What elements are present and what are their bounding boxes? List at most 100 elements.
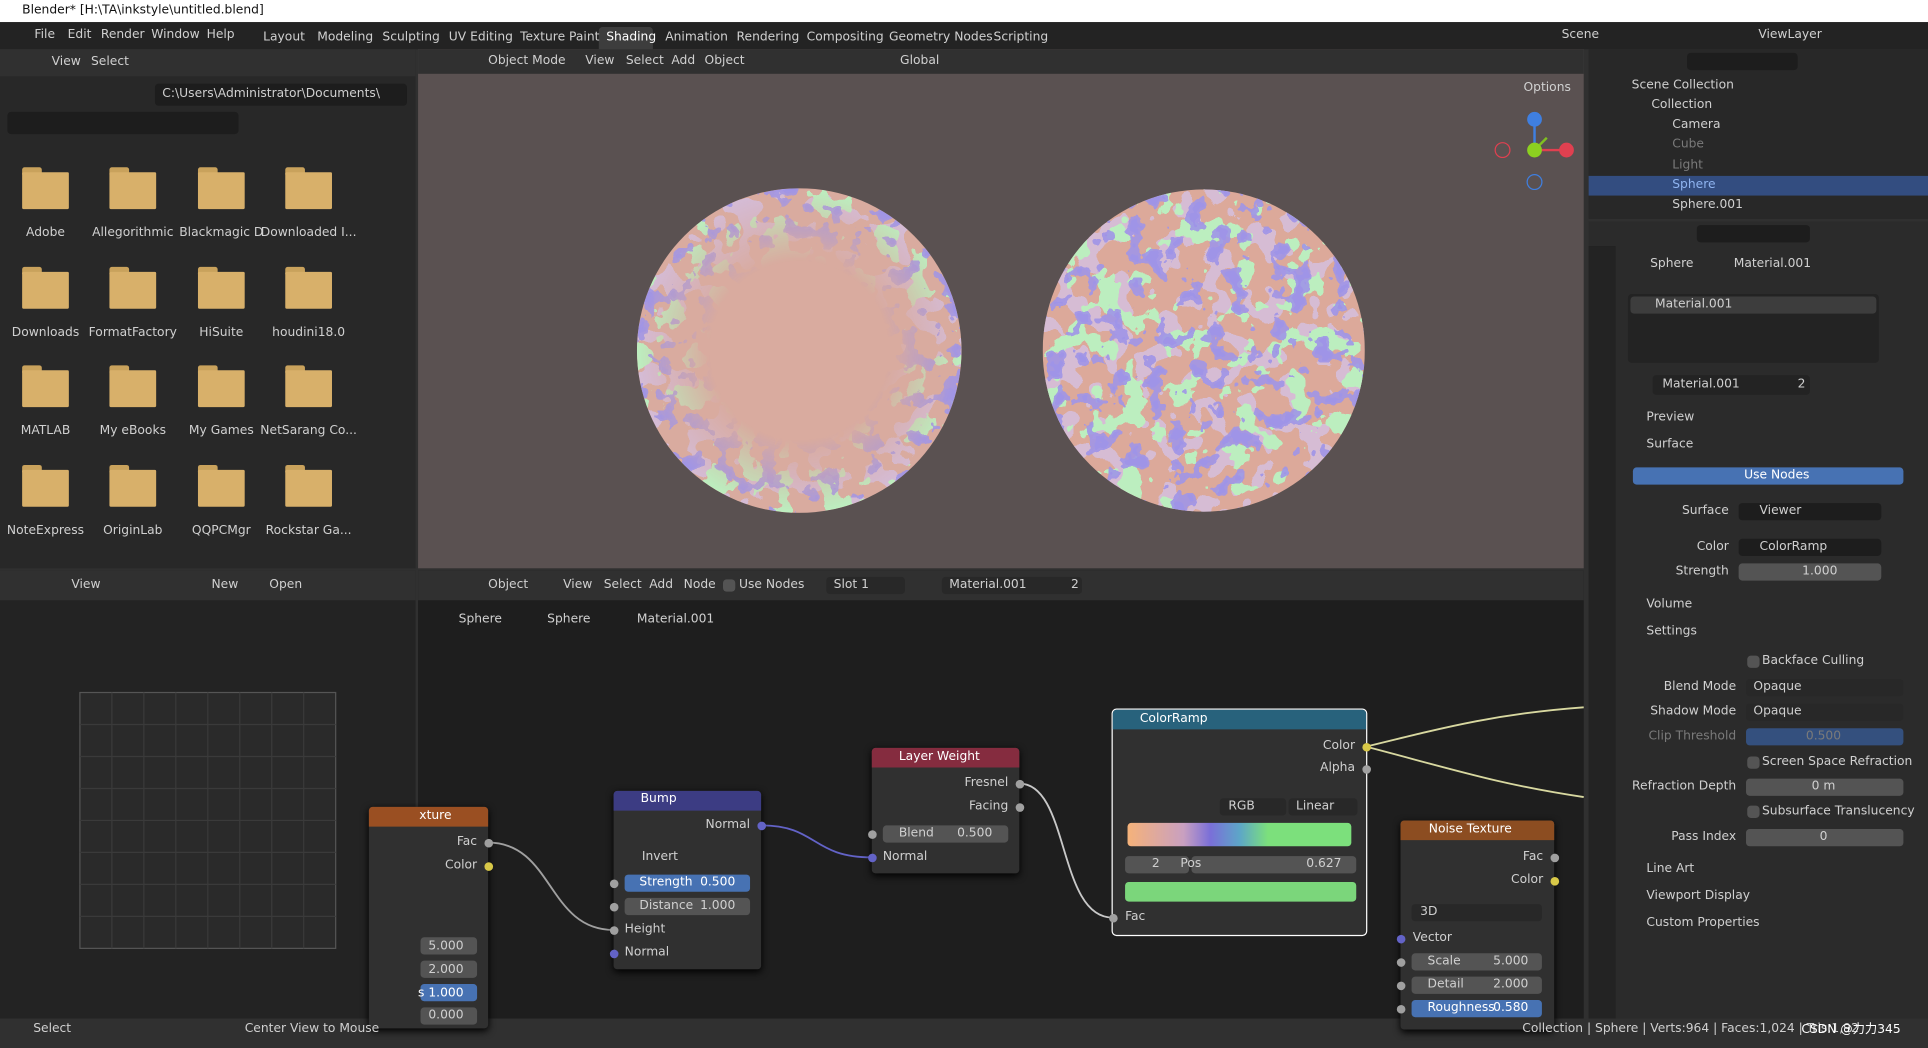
label[interactable]: Shading <box>606 30 657 45</box>
label: Screen Space Refraction <box>1762 755 1913 769</box>
field <box>154 83 407 106</box>
field <box>1738 538 1882 556</box>
label[interactable]: View <box>51 55 81 69</box>
socket <box>1396 1004 1406 1014</box>
label[interactable]: Viewport Display <box>1646 889 1751 903</box>
label[interactable]: Animation <box>665 30 728 45</box>
folder-icon <box>22 370 69 408</box>
label[interactable]: Select <box>625 54 664 68</box>
label: Material.001 <box>636 612 715 627</box>
label[interactable]: Sculpting <box>382 30 440 45</box>
folder-name[interactable]: Allegorithmic <box>92 226 174 240</box>
folder-icon <box>22 167 42 175</box>
label[interactable]: Preview <box>1646 410 1695 425</box>
field <box>1652 375 1810 395</box>
folder-name[interactable]: My eBooks <box>99 424 166 438</box>
checkbox <box>1747 805 1760 818</box>
label[interactable]: Render <box>100 28 145 42</box>
label[interactable]: Help <box>206 28 235 42</box>
label: 2 <box>1070 578 1079 592</box>
label[interactable]: Add <box>671 54 696 68</box>
label[interactable]: Rendering <box>736 30 800 45</box>
label[interactable]: View <box>563 578 593 592</box>
path <box>79 692 336 949</box>
folder-name[interactable]: Blackmagic D <box>179 226 264 240</box>
folder-icon <box>285 271 332 309</box>
folder-name[interactable]: NetSarang Co... <box>260 424 357 438</box>
label: Material.001 <box>949 578 1027 592</box>
folder-name[interactable]: NoteExpress <box>6 524 85 538</box>
folder-name[interactable]: Downloaded I... <box>260 226 357 240</box>
label[interactable]: Scripting <box>993 30 1049 45</box>
label: 0.500 <box>1805 729 1842 743</box>
label[interactable]: Custom Properties <box>1646 916 1760 930</box>
label: 0 m <box>1811 779 1836 794</box>
field <box>420 984 478 1002</box>
circle <box>1526 174 1543 191</box>
folder-name[interactable]: houdini18.0 <box>272 325 346 340</box>
label[interactable]: Select <box>90 55 129 69</box>
field <box>420 937 478 955</box>
label: Sphere <box>458 612 502 627</box>
label: Slot 1 <box>833 578 869 592</box>
label: 1.000 <box>700 899 736 913</box>
label: Detail <box>1427 977 1464 992</box>
folder-name[interactable]: FormatFactory <box>88 325 177 340</box>
label[interactable]: Modeling <box>317 30 374 45</box>
folder-name[interactable]: Rockstar Ga... <box>265 524 352 538</box>
label[interactable]: Light <box>1672 158 1703 173</box>
label[interactable]: View <box>71 578 101 592</box>
label[interactable]: Add <box>649 578 674 592</box>
folder-icon <box>285 469 332 507</box>
label[interactable]: Volume <box>1646 597 1693 612</box>
folder-name[interactable]: MATLAB <box>20 424 71 438</box>
label[interactable]: View <box>585 54 615 68</box>
folder-icon <box>109 370 157 408</box>
label[interactable]: Texture Paint <box>520 30 600 45</box>
label[interactable]: Sphere.001 <box>1672 198 1743 212</box>
label[interactable]: Geometry Nodes <box>888 30 993 45</box>
label[interactable]: Settings <box>1646 624 1697 639</box>
checkbox <box>722 579 736 592</box>
label: RGB <box>1228 799 1255 814</box>
socket <box>1550 877 1560 886</box>
field <box>1288 798 1358 816</box>
label: Pos <box>1180 857 1202 871</box>
label: CSDN @力力345 <box>1801 1023 1901 1037</box>
field <box>1696 225 1810 243</box>
label[interactable]: Compositing <box>806 30 884 45</box>
label: Color <box>444 858 478 873</box>
label[interactable]: Window <box>151 28 200 42</box>
label[interactable]: File <box>34 28 56 42</box>
label: Vector <box>1412 931 1452 945</box>
folder-name[interactable]: QQPCMgr <box>191 524 251 538</box>
folder-name[interactable]: Downloads <box>11 325 80 340</box>
folder-icon <box>285 365 305 373</box>
gizmo <box>1494 111 1574 191</box>
label[interactable]: Sphere <box>1672 178 1716 192</box>
label[interactable]: Camera <box>1672 118 1721 132</box>
label[interactable]: Object <box>704 54 745 68</box>
label[interactable]: Select <box>603 578 642 592</box>
label[interactable]: Cube <box>1672 137 1705 152</box>
field <box>1632 467 1904 485</box>
window-title: Blender* [H:\TA\inkstyle\untitled.blend] <box>22 3 264 18</box>
folder-icon <box>109 172 157 210</box>
folder-name[interactable]: My Games <box>188 424 254 438</box>
label[interactable]: Node <box>683 578 716 592</box>
folder-name[interactable]: Adobe <box>26 226 65 240</box>
label[interactable]: Surface <box>1646 437 1694 452</box>
socket <box>609 902 619 912</box>
field <box>1411 1000 1542 1018</box>
folder-name[interactable]: OriginLab <box>103 524 163 538</box>
label: Color <box>1322 739 1356 753</box>
label[interactable]: Edit <box>67 28 92 42</box>
label[interactable]: Line Art <box>1646 862 1695 876</box>
label: 2 <box>1797 377 1806 392</box>
label[interactable]: UV Editing <box>448 30 513 45</box>
label: 5.000 <box>428 939 464 954</box>
label[interactable]: Layout <box>263 30 305 45</box>
folder-name[interactable]: HiSuite <box>199 325 244 340</box>
